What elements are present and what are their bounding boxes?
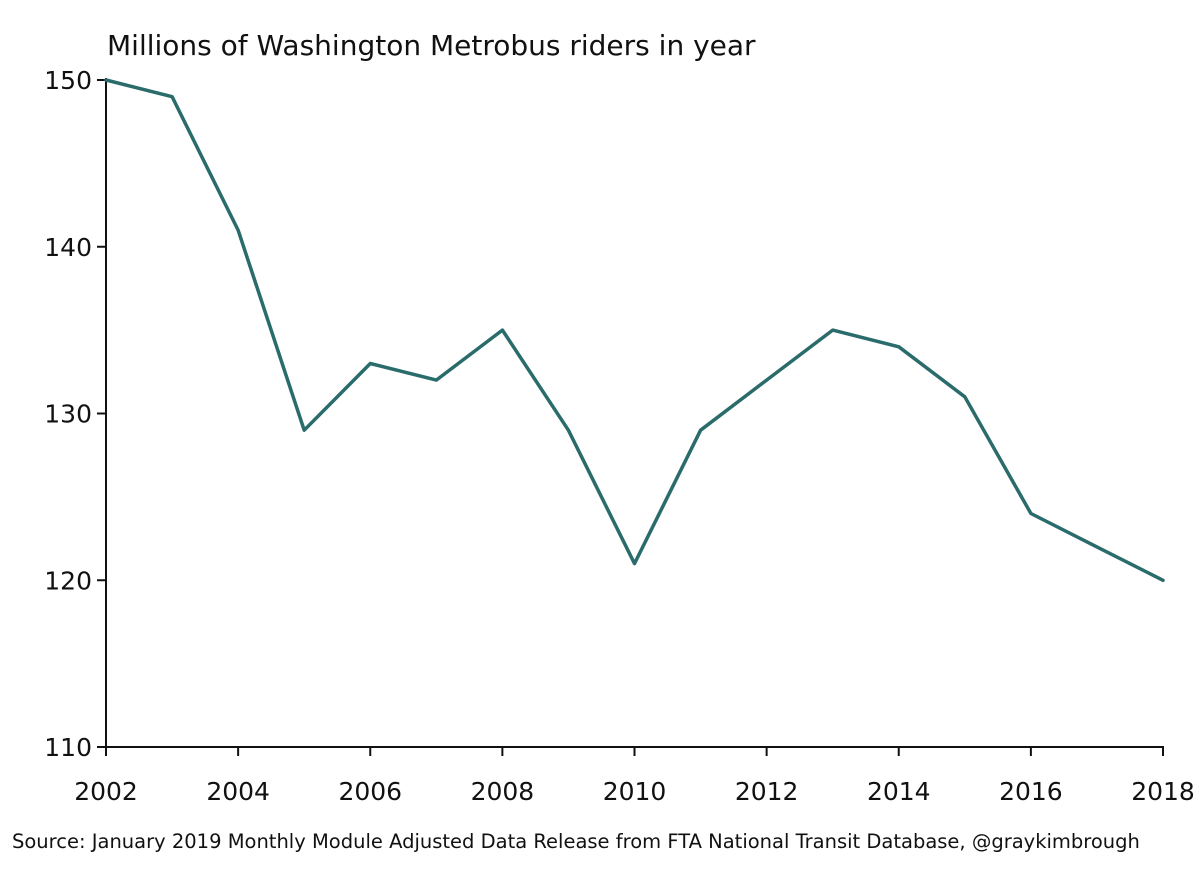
- x-tick-label: 2008: [471, 777, 535, 806]
- x-axis-ticks: 2002 2004 2006 2008 2010 2012 2014 2016 2018: [74, 747, 1195, 806]
- y-tick-label: 110: [44, 733, 92, 762]
- y-tick-label: 140: [44, 233, 92, 262]
- series-line: [104, 78, 1165, 583]
- y-tick-label: 150: [44, 66, 92, 95]
- y-axis-ticks: 110 120 130 140 150: [44, 66, 106, 762]
- x-tick-label: 2012: [735, 777, 799, 806]
- x-tick-label: 2014: [867, 777, 931, 806]
- axes: [105, 78, 1164, 748]
- source-note: Source: January 2019 Monthly Module Adju…: [12, 830, 1140, 853]
- x-tick-label: 2018: [1131, 777, 1195, 806]
- y-tick-label: 120: [44, 566, 92, 595]
- y-tick-label: 130: [44, 400, 92, 429]
- x-tick-label: 2004: [206, 777, 270, 806]
- x-tick-label: 2002: [74, 777, 138, 806]
- x-tick-label: 2016: [999, 777, 1063, 806]
- x-tick-label: 2010: [603, 777, 667, 806]
- x-tick-label: 2006: [338, 777, 402, 806]
- series-layer: [104, 78, 1165, 583]
- chart-title: Millions of Washington Metrobus riders i…: [107, 29, 756, 62]
